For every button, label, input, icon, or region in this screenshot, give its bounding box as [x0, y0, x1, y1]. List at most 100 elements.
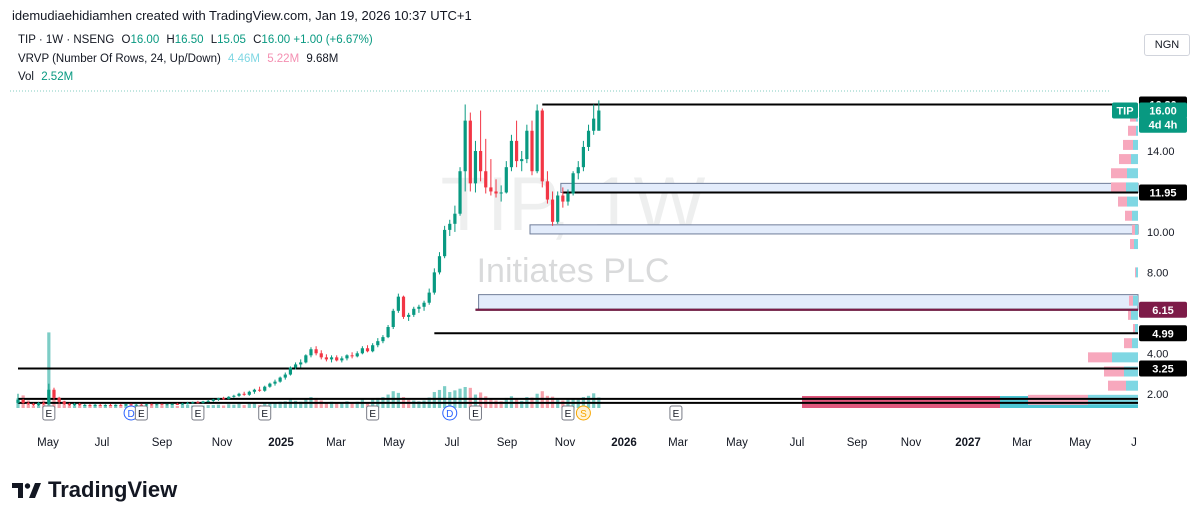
volume-profile-down	[1028, 394, 1088, 405]
earnings-marker	[258, 405, 272, 421]
candle-body	[396, 296, 400, 311]
candle-body	[458, 171, 462, 214]
event-marker-label: D	[127, 409, 134, 420]
volume-profile-down	[1124, 338, 1132, 349]
price-zone	[529, 224, 1139, 235]
volume-bar	[247, 403, 251, 408]
volume-profile-down	[1123, 139, 1133, 150]
price-tick-label: 10.00	[1147, 227, 1175, 239]
candle-body	[108, 404, 113, 406]
volume-bar	[237, 403, 241, 408]
volume-bar	[396, 392, 400, 408]
event-marker-label: E	[138, 409, 145, 420]
currency-button[interactable]: NGN	[1144, 34, 1190, 56]
candle-body	[283, 374, 287, 378]
candle-body	[520, 159, 524, 162]
candle-body	[314, 349, 318, 354]
price-zone	[478, 294, 1139, 311]
candle-body	[139, 404, 143, 406]
candle-body	[114, 404, 118, 406]
earnings-marker	[468, 405, 482, 421]
candle-body	[365, 348, 370, 352]
volume-profile-up	[1131, 309, 1138, 320]
candle-body	[340, 358, 344, 361]
volume-bar	[412, 400, 416, 408]
candle-body	[170, 403, 174, 405]
candle-body	[586, 130, 591, 147]
volume-bar	[417, 401, 421, 408]
candle-body	[581, 146, 585, 168]
time-axis[interactable]: May Jul Sep Nov 2025 Mar May Jul Sep Nov 2026 Mar Ma…	[37, 437, 1137, 449]
event-marker-label: E	[472, 409, 479, 420]
volume-bar	[170, 405, 174, 408]
time-tick-label: Nov	[212, 437, 233, 449]
volume-bar	[592, 393, 596, 408]
candle-body	[155, 404, 159, 406]
high-label: H	[166, 34, 175, 46]
volume-profile-up	[1134, 239, 1138, 250]
candle-body	[489, 187, 493, 192]
time-tick-label: Jul	[445, 437, 460, 449]
low-value: 15.05	[217, 34, 246, 46]
vol-label[interactable]: Vol	[18, 71, 34, 83]
event-marker-label: E	[261, 409, 268, 420]
candle-body	[479, 150, 483, 172]
price-badge-label: 4d 4h	[1149, 120, 1178, 132]
vrvp-up-value: 4.46M	[228, 53, 260, 65]
volume-bar	[150, 405, 154, 408]
candle-body	[561, 195, 565, 202]
volume-bar	[98, 405, 102, 408]
price-badge-label: 11.95	[1150, 187, 1177, 199]
volume-profile-up	[1136, 267, 1138, 278]
candle-body	[360, 348, 364, 354]
volume-bar	[520, 400, 524, 408]
time-tick-label: J	[1131, 437, 1137, 449]
volume-bar	[463, 387, 467, 408]
candle-body	[371, 345, 375, 352]
price-tick-label: 4.00	[1147, 348, 1168, 360]
volume-profile	[1028, 111, 1138, 405]
candle-body	[566, 193, 570, 202]
volume-bar	[355, 401, 359, 408]
close-value: 16.00	[261, 34, 291, 46]
volume-profile-down	[1128, 309, 1131, 320]
volume-bar	[319, 400, 323, 408]
volume-bar	[31, 405, 36, 408]
volume-bar	[345, 401, 349, 408]
candle-body	[335, 357, 339, 361]
candle-body	[407, 314, 411, 317]
candle-body	[540, 110, 544, 182]
volume-profile-up	[1135, 324, 1138, 335]
candle-body	[597, 110, 601, 131]
volume-profile-up	[1132, 210, 1138, 221]
price-tick-label: 8.00	[1147, 267, 1168, 279]
candle-body	[232, 395, 236, 397]
volume-bar	[78, 404, 82, 408]
candle-body	[468, 120, 472, 184]
volume-bar	[186, 404, 190, 408]
candle-body	[443, 229, 447, 257]
volume-bar	[443, 386, 447, 408]
volume-bar	[211, 405, 215, 408]
candle-body	[278, 377, 282, 382]
candle-body	[304, 355, 308, 363]
volume-profile-up	[1124, 366, 1138, 377]
candle-body	[47, 389, 51, 404]
volume-bar	[155, 405, 159, 408]
volume-bar	[124, 404, 128, 408]
candle-body	[494, 191, 498, 194]
open-label: O	[121, 34, 131, 46]
vrvp-label[interactable]: VRVP (Number Of Rows, 24, Up/Down)	[18, 53, 221, 65]
price-badge	[1112, 102, 1138, 119]
symbol-line[interactable]: TIP · 1W · NSENG	[18, 34, 115, 46]
volume-profile-down	[1111, 182, 1126, 193]
time-tick-label: May	[383, 437, 405, 449]
candle-body	[191, 402, 195, 404]
price-badge-label: 6.15	[1152, 305, 1173, 317]
event-marker-label: E	[673, 409, 680, 420]
candle-body	[180, 403, 185, 405]
volume-bar	[479, 392, 483, 408]
candle-body	[401, 296, 406, 317]
